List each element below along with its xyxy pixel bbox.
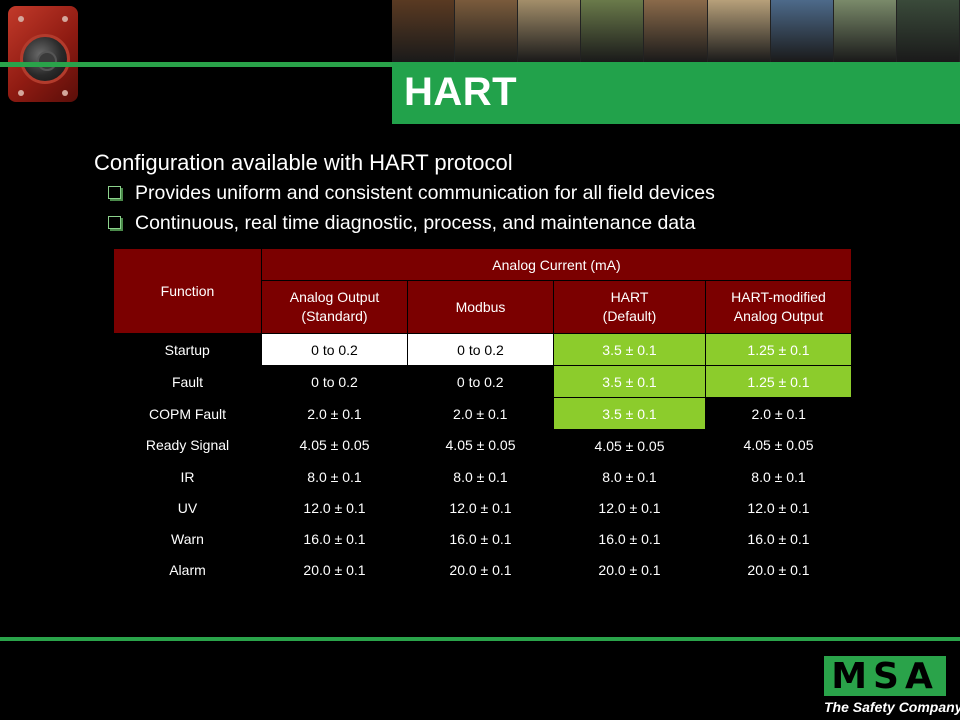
column-header-line: HART-modified <box>731 289 826 305</box>
value-cell: 0 to 0.2 <box>407 365 554 398</box>
value-cell: 12.0 ± 0.1 <box>261 492 408 523</box>
value-cell: 16.0 ± 0.1 <box>705 523 852 554</box>
column-header-line: Modbus <box>455 298 506 315</box>
msa-logo-letters: MSA <box>824 656 946 697</box>
value-cell: 12.0 ± 0.1 <box>553 492 706 523</box>
value-cell: 4.05 ± 0.05 <box>553 429 706 461</box>
value-cell: 3.5 ± 0.1 <box>553 365 706 398</box>
value-cell: 0 to 0.2 <box>261 365 408 398</box>
sub-bullet-2: Continuous, real time diagnostic, proces… <box>108 212 695 235</box>
header-accent-line <box>0 62 392 67</box>
value-cell: 4.05 ± 0.05 <box>705 429 852 461</box>
analog-current-table: Function Analog Current (mA) Analog Outp… <box>113 248 852 585</box>
function-cell: Fault <box>113 365 262 398</box>
header-photo <box>770 0 834 62</box>
checkbox-bullet-icon <box>108 216 121 229</box>
value-cell: 3.5 ± 0.1 <box>553 397 706 430</box>
table-row: Warn 16.0 ± 0.1 16.0 ± 0.1 16.0 ± 0.1 16.0 ±… <box>113 523 852 554</box>
header-photo <box>518 0 582 62</box>
sub-bullet-1-text: Provides uniform and consistent communic… <box>135 182 715 204</box>
value-cell: 16.0 ± 0.1 <box>553 523 706 554</box>
column-header: Modbus <box>407 280 554 334</box>
table-row: UV 12.0 ± 0.1 12.0 ± 0.1 12.0 ± 0.1 12.0 ± 0… <box>113 492 852 523</box>
value-cell: 12.0 ± 0.1 <box>407 492 554 523</box>
column-header-line: Analog Output <box>289 289 380 305</box>
value-cell: 3.5 ± 0.1 <box>553 333 706 366</box>
footer-accent-line <box>0 637 960 641</box>
table-row: Ready Signal 4.05 ± 0.05 4.05 ± 0.05 4.05 ±… <box>113 429 852 461</box>
value-cell: 20.0 ± 0.1 <box>705 554 852 585</box>
value-cell: 8.0 ± 0.1 <box>705 461 852 492</box>
header-photo <box>581 0 645 62</box>
value-cell: 0 to 0.2 <box>261 333 408 366</box>
value-cell: 2.0 ± 0.1 <box>407 397 554 430</box>
table-row: Alarm 20.0 ± 0.1 20.0 ± 0.1 20.0 ± 0.1 20.0 … <box>113 554 852 585</box>
sub-bullet-2-text: Continuous, real time diagnostic, proces… <box>135 212 696 234</box>
msa-logo-tagline: The Safety Company <box>824 699 960 715</box>
value-cell: 4.05 ± 0.05 <box>407 429 554 461</box>
function-header: Function <box>113 248 262 334</box>
column-header: HART (Default) <box>553 280 706 334</box>
header-photo <box>455 0 519 62</box>
header-photo <box>896 0 960 62</box>
header-photo-strip <box>392 0 960 62</box>
header-photo <box>833 0 897 62</box>
value-cell: 2.0 ± 0.1 <box>261 397 408 430</box>
main-bullet: Configuration available with HART protoc… <box>94 150 513 175</box>
column-header-line: Analog Output <box>733 308 824 324</box>
checkbox-bullet-icon <box>108 186 121 199</box>
value-cell: 20.0 ± 0.1 <box>261 554 408 585</box>
function-cell: Startup <box>113 333 262 366</box>
title-banner: HART <box>392 62 960 124</box>
value-cell: 2.0 ± 0.1 <box>705 397 852 430</box>
flame-detector-device-image <box>8 6 78 102</box>
function-cell: IR <box>113 461 262 492</box>
column-header-line: HART <box>610 289 649 305</box>
value-cell: 0 to 0.2 <box>407 333 554 366</box>
table-row: Startup 0 to 0.2 0 to 0.2 3.5 ± 0.1 1.25 ± 0… <box>113 333 852 366</box>
header-photo <box>707 0 771 62</box>
table-row: COPM Fault 2.0 ± 0.1 2.0 ± 0.1 3.5 ± 0.1 2.0… <box>113 397 852 430</box>
function-cell: Warn <box>113 523 262 554</box>
value-cell: 8.0 ± 0.1 <box>553 461 706 492</box>
value-cell: 4.05 ± 0.05 <box>261 429 408 461</box>
value-cell: 8.0 ± 0.1 <box>407 461 554 492</box>
function-cell: UV <box>113 492 262 523</box>
column-header-line: (Default) <box>602 308 657 324</box>
value-cell: 20.0 ± 0.1 <box>553 554 706 585</box>
column-header: HART-modified Analog Output <box>705 280 852 334</box>
msa-logo: MSA The Safety Company <box>824 656 960 715</box>
header-photo <box>392 0 456 62</box>
function-cell: Alarm <box>113 554 262 585</box>
value-cell: 16.0 ± 0.1 <box>261 523 408 554</box>
value-cell: 16.0 ± 0.1 <box>407 523 554 554</box>
value-cell: 12.0 ± 0.1 <box>705 492 852 523</box>
value-cell: 1.25 ± 0.1 <box>705 333 852 366</box>
slide-title: HART <box>404 70 518 114</box>
analog-current-header: Analog Current (mA) <box>261 248 852 281</box>
table-row: IR 8.0 ± 0.1 8.0 ± 0.1 8.0 ± 0.1 8.0 ± 0.1 <box>113 461 852 492</box>
value-cell: 8.0 ± 0.1 <box>261 461 408 492</box>
function-cell: Ready Signal <box>113 429 262 461</box>
value-cell: 1.25 ± 0.1 <box>705 365 852 398</box>
table-row: Fault 0 to 0.2 0 to 0.2 3.5 ± 0.1 1.25 ± 0.1 <box>113 365 852 398</box>
column-header-line: (Standard) <box>301 308 368 324</box>
column-header: Analog Output (Standard) <box>261 280 408 334</box>
value-cell: 20.0 ± 0.1 <box>407 554 554 585</box>
function-cell: COPM Fault <box>113 397 262 430</box>
sub-bullet-1: Provides uniform and consistent communic… <box>108 182 715 205</box>
header-photo <box>644 0 708 62</box>
